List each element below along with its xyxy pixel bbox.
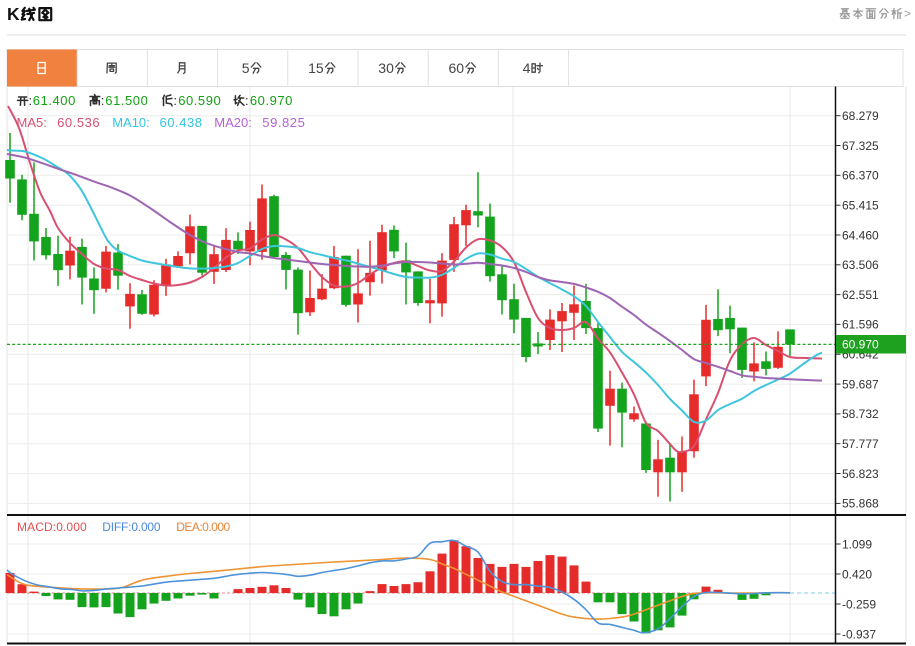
svg-text:67.325: 67.325 [842, 139, 879, 153]
svg-text:K: K [7, 4, 20, 24]
svg-text:5: 5 [242, 60, 250, 76]
svg-text:61.500: 61.500 [105, 93, 148, 108]
svg-text:59.825: 59.825 [262, 115, 305, 130]
svg-text:60: 60 [449, 60, 465, 76]
svg-text:60.590: 60.590 [178, 93, 221, 108]
svg-text::: : [101, 93, 105, 108]
svg-text:62.551: 62.551 [842, 288, 879, 302]
svg-text:4: 4 [523, 60, 531, 76]
svg-text:59.687: 59.687 [842, 377, 879, 391]
svg-text:58.732: 58.732 [842, 407, 879, 421]
svg-text:68.279: 68.279 [842, 109, 879, 123]
svg-text:64.460: 64.460 [842, 228, 879, 242]
svg-text:61.400: 61.400 [33, 93, 76, 108]
svg-text:-0.259: -0.259 [842, 597, 876, 611]
svg-text::: : [29, 93, 33, 108]
svg-text:MA10:: MA10: [112, 115, 150, 130]
svg-text:MA5:: MA5: [17, 115, 47, 130]
svg-text:60.970: 60.970 [250, 93, 293, 108]
svg-text:61.596: 61.596 [842, 318, 879, 332]
svg-text:0.420: 0.420 [842, 567, 872, 581]
svg-text:MA20:: MA20: [214, 115, 252, 130]
svg-text::: : [173, 93, 177, 108]
svg-text:-0.937: -0.937 [842, 627, 876, 641]
svg-text:>: > [904, 7, 911, 21]
svg-text:MACD:0.000: MACD:0.000 [17, 520, 87, 534]
svg-text:60.536: 60.536 [57, 115, 100, 130]
svg-text::: : [245, 93, 249, 108]
svg-text:57.777: 57.777 [842, 437, 879, 451]
svg-text:60.970: 60.970 [842, 338, 879, 352]
svg-text:60.438: 60.438 [160, 115, 203, 130]
svg-text:30: 30 [378, 60, 394, 76]
svg-text:55.868: 55.868 [842, 497, 879, 511]
svg-text:63.506: 63.506 [842, 258, 879, 272]
svg-text:15: 15 [308, 60, 324, 76]
svg-text:1.099: 1.099 [842, 537, 872, 551]
svg-text:56.823: 56.823 [842, 467, 879, 481]
svg-text:DIFF:0.000: DIFF:0.000 [102, 520, 161, 534]
svg-text:66.370: 66.370 [842, 169, 879, 183]
svg-text:65.415: 65.415 [842, 199, 879, 213]
svg-text:DEA:0.000: DEA:0.000 [176, 520, 230, 534]
